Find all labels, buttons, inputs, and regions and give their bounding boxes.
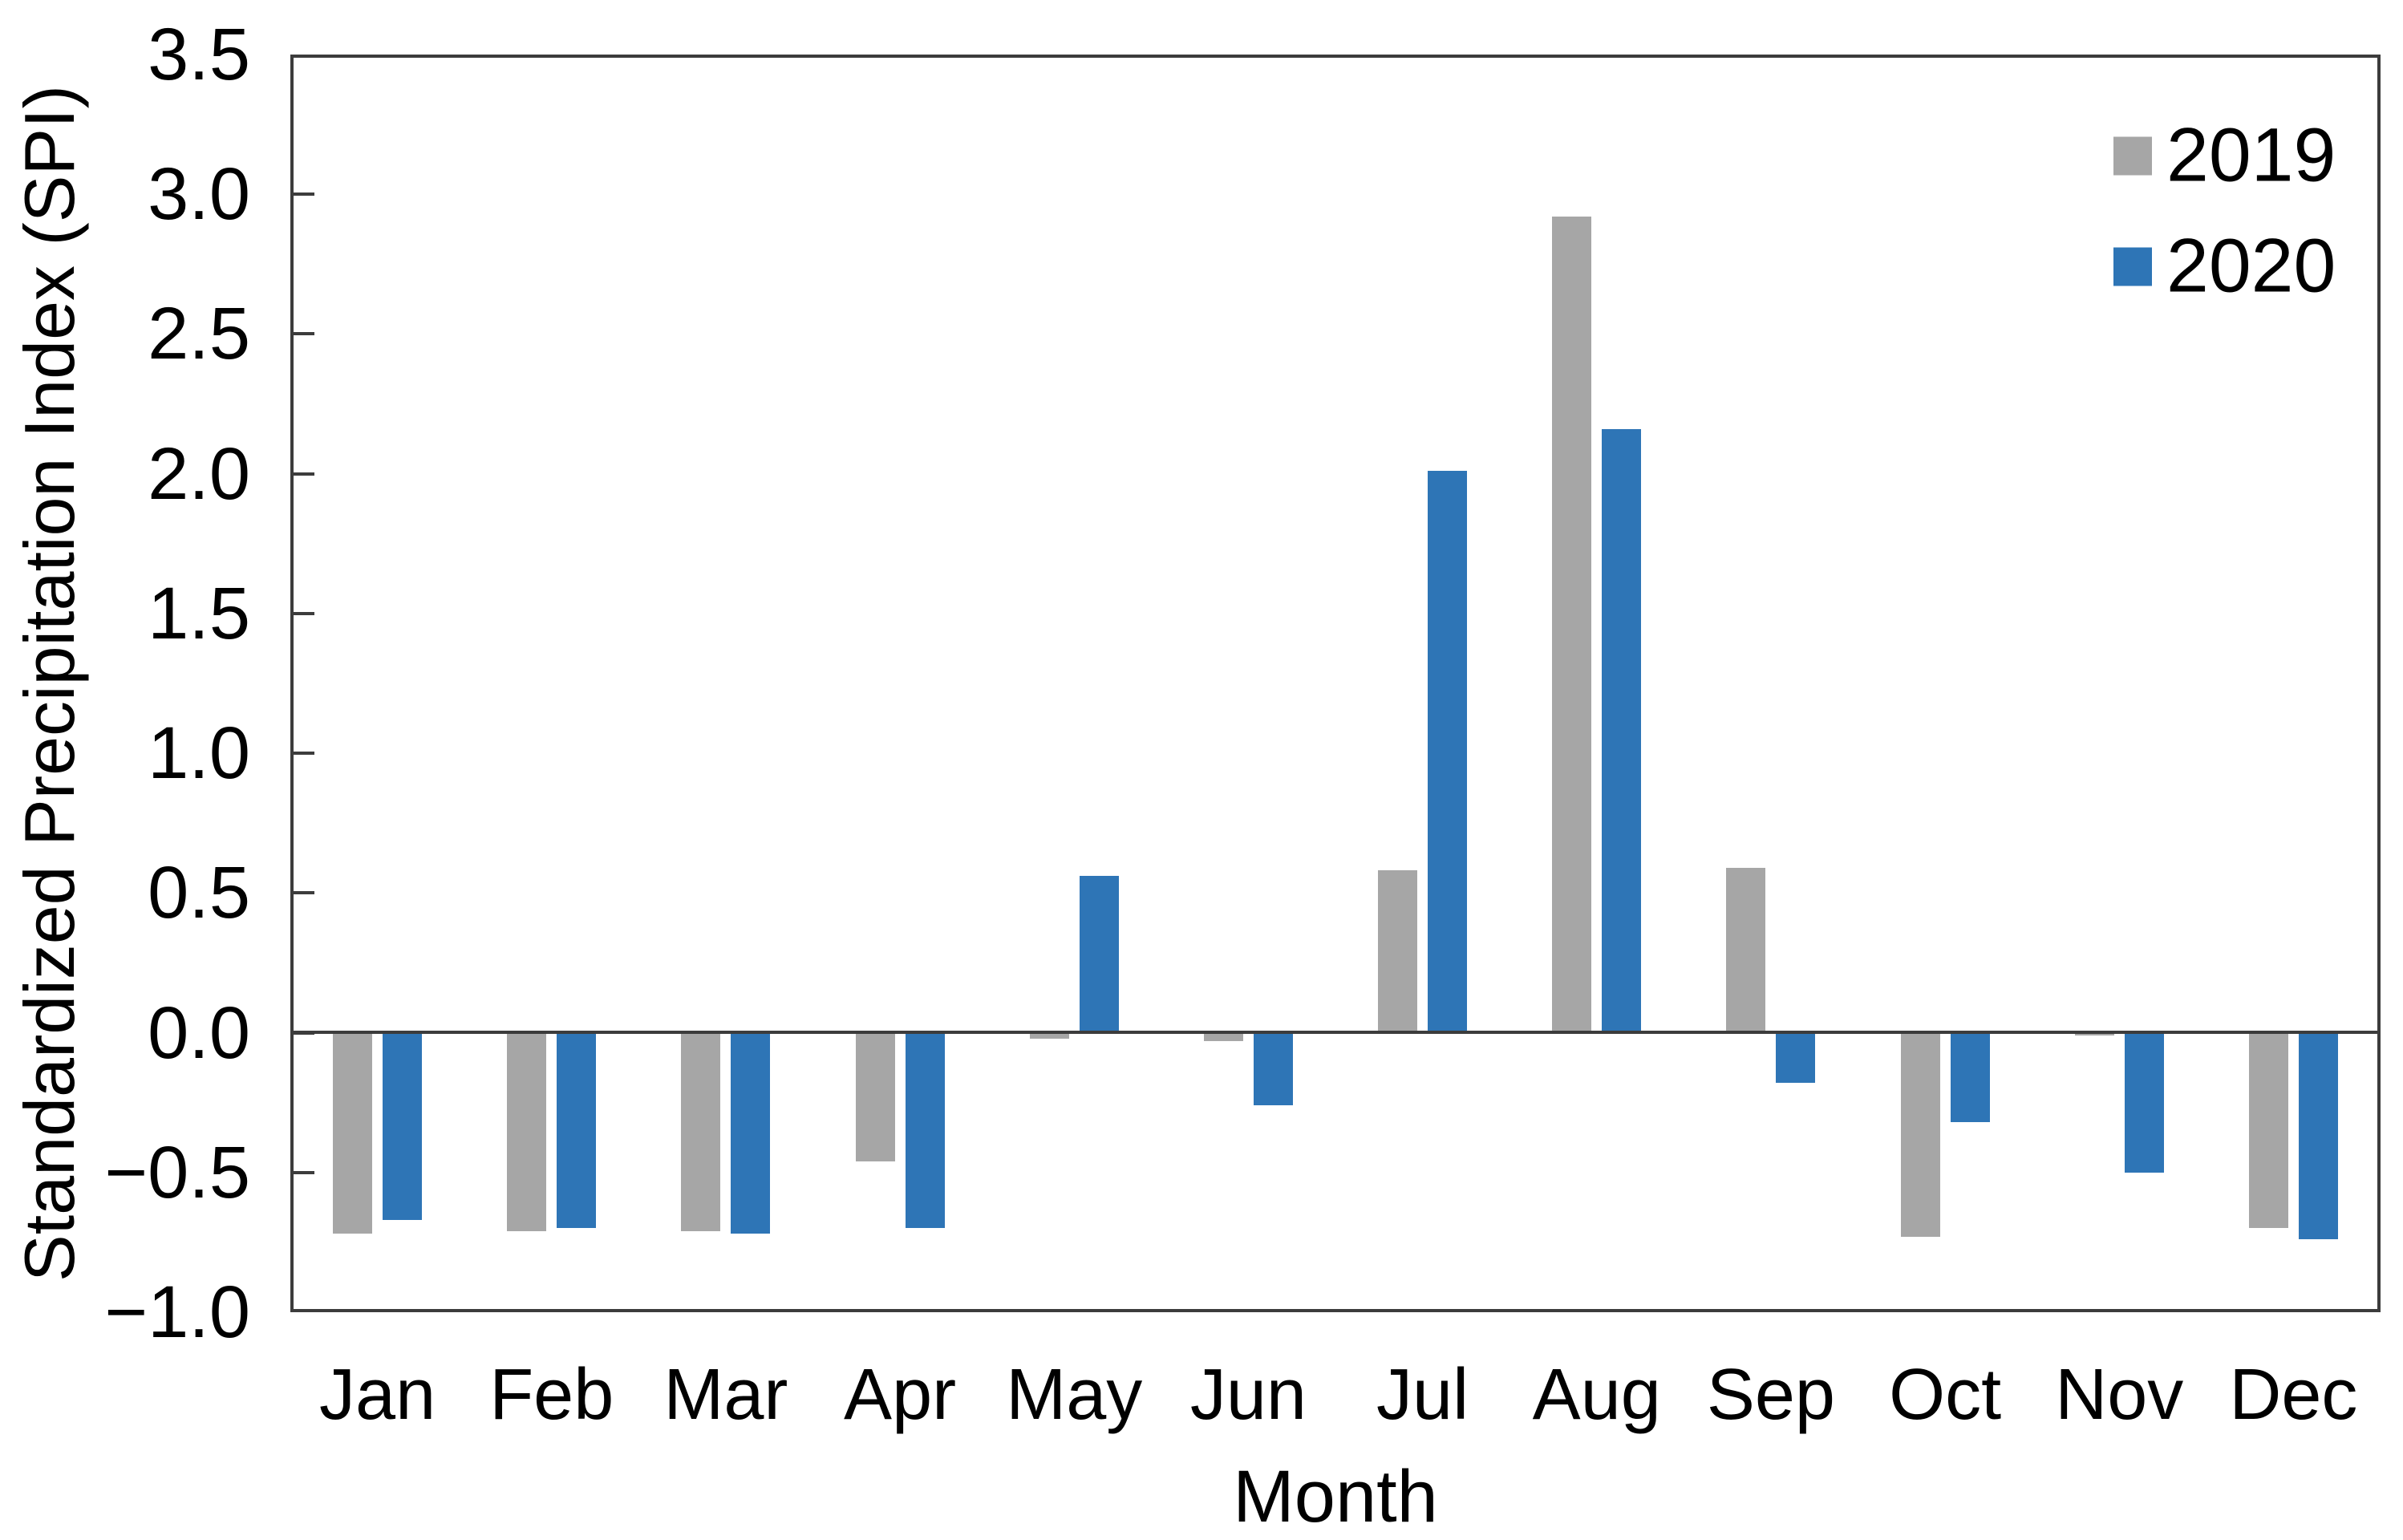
- y-tick-label: 1.5: [148, 572, 250, 654]
- bar-2020-dec: [2298, 1032, 2338, 1240]
- legend-label-2020: 2020: [2166, 223, 2336, 309]
- x-category-label-oct: Oct: [1889, 1355, 2002, 1435]
- zero-baseline: [290, 1031, 2381, 1034]
- bar-2019-apr: [855, 1032, 895, 1161]
- x-category-label-jan: Jan: [319, 1355, 436, 1435]
- y-tick-label: 0.0: [148, 991, 250, 1074]
- bar-2019-feb: [507, 1032, 547, 1231]
- x-category-label-feb: Feb: [489, 1355, 614, 1435]
- plot-area: [290, 55, 2381, 1312]
- y-tick-mark: [290, 611, 314, 615]
- x-category-label-nov: Nov: [2055, 1355, 2184, 1435]
- y-tick-mark: [290, 192, 314, 197]
- x-category-label-aug: Aug: [1532, 1355, 1661, 1435]
- x-axis-title: Month: [1233, 1456, 1438, 1538]
- bar-2020-feb: [557, 1032, 597, 1229]
- bar-2020-mar: [731, 1032, 771, 1234]
- y-tick-mark: [290, 891, 314, 895]
- y-tick-label: 3.0: [148, 153, 250, 236]
- bar-2019-mar: [681, 1032, 721, 1231]
- bar-2020-nov: [2124, 1032, 2164, 1173]
- y-tick-mark: [290, 752, 314, 756]
- bar-2019-aug: [1552, 217, 1592, 1033]
- bar-2020-jun: [1253, 1032, 1293, 1106]
- legend-label-2019: 2019: [2166, 112, 2336, 198]
- y-tick-label: 3.5: [148, 14, 250, 95]
- bar-2020-sep: [1776, 1032, 1816, 1084]
- legend-item-2019: 2019: [2113, 112, 2336, 198]
- y-tick-label: 2.0: [148, 432, 250, 515]
- bar-2019-jun: [1203, 1032, 1243, 1041]
- bar-2020-may: [1079, 876, 1119, 1033]
- bar-2019-jan: [333, 1032, 373, 1234]
- x-category-label-sep: Sep: [1706, 1355, 1835, 1435]
- bar-2020-aug: [1602, 428, 1642, 1033]
- bar-2019-may: [1029, 1032, 1069, 1039]
- legend-swatch-2019: [2113, 136, 2152, 175]
- y-tick-mark: [290, 1170, 314, 1174]
- bar-2019-jul: [1378, 870, 1418, 1033]
- bar-2019-nov: [2074, 1032, 2114, 1036]
- x-category-label-dec: Dec: [2229, 1355, 2358, 1435]
- y-tick-label: 0.5: [148, 852, 250, 934]
- y-tick-label: 1.0: [148, 712, 250, 795]
- x-category-label-apr: Apr: [844, 1355, 957, 1435]
- bar-2020-jan: [383, 1032, 423, 1220]
- legend-item-2020: 2020: [2113, 223, 2336, 309]
- legend-swatch-2020: [2113, 247, 2152, 286]
- x-category-label-jul: Jul: [1376, 1355, 1469, 1435]
- bar-2019-dec: [2248, 1032, 2288, 1229]
- bar-2019-sep: [1726, 867, 1766, 1033]
- bar-2020-oct: [1950, 1032, 1990, 1123]
- x-category-label-jun: Jun: [1189, 1355, 1307, 1435]
- bar-2020-apr: [905, 1032, 945, 1229]
- bar-2020-jul: [1428, 471, 1468, 1033]
- bar-2019-oct: [1900, 1032, 1940, 1237]
- y-tick-mark: [290, 332, 314, 336]
- x-category-label-mar: Mar: [663, 1355, 788, 1435]
- y-axis-title: Standardized Precipitation Index (SPI): [10, 85, 89, 1282]
- y-tick-mark: [290, 472, 314, 476]
- y-tick-label: 2.5: [148, 293, 250, 375]
- x-category-label-may: May: [1006, 1355, 1143, 1435]
- y-tick-label: −1.0: [104, 1271, 250, 1353]
- y-tick-label: −0.5: [104, 1131, 250, 1214]
